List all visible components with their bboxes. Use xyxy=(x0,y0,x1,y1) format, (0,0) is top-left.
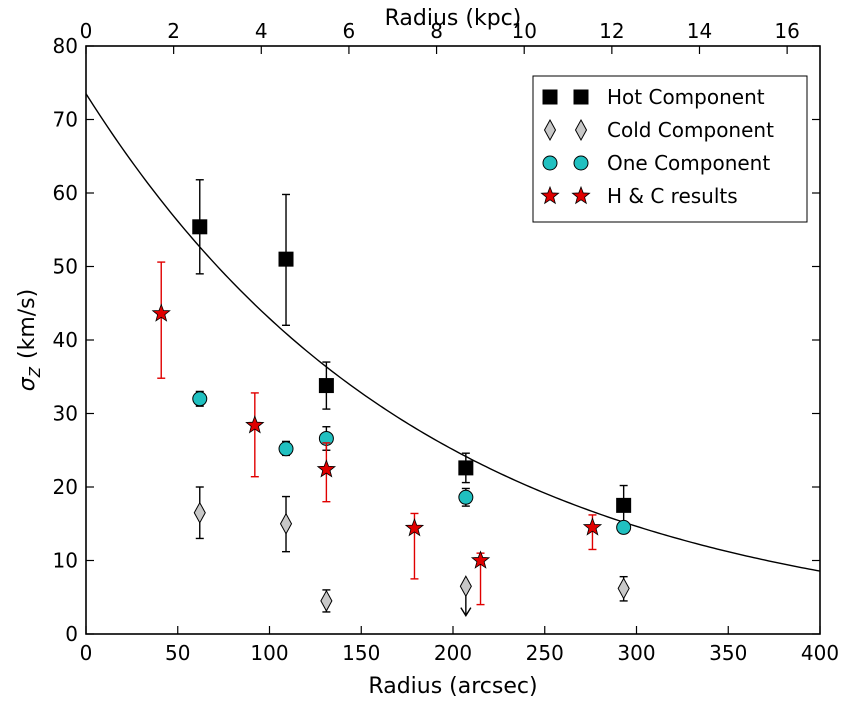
legend-marker xyxy=(542,155,558,171)
legend: Hot Component Cold Component One Component… xyxy=(532,75,808,223)
data-point xyxy=(192,219,208,235)
y-tick-label: 20 xyxy=(53,475,78,499)
data-points-layer xyxy=(151,179,632,617)
fit-curve xyxy=(86,93,820,572)
legend-marker xyxy=(574,118,588,142)
x-tick-label: 250 xyxy=(526,641,564,665)
x-tick-label: 150 xyxy=(342,641,380,665)
x-tick-label: 50 xyxy=(165,641,190,665)
y-axis-label: σZ (km/s) xyxy=(15,289,44,391)
x-tick-label: 200 xyxy=(434,641,472,665)
x-tick-label: 350 xyxy=(709,641,747,665)
y-tick-label: 50 xyxy=(53,255,78,279)
data-point xyxy=(470,550,491,569)
data-point xyxy=(278,441,294,457)
top-axis-tick-label: 10 xyxy=(511,19,536,43)
top-axis-tick-label: 4 xyxy=(255,19,268,43)
y-tick-label: 10 xyxy=(53,549,78,573)
top-axis-label: Radius (kpc) xyxy=(385,6,522,31)
data-point xyxy=(582,517,603,536)
legend-marker xyxy=(543,118,557,142)
data-point xyxy=(245,415,265,434)
legend-label: One Component xyxy=(607,151,770,175)
top-axis-tick-label: 14 xyxy=(687,19,712,43)
y-axis-label-symbol: σ xyxy=(15,376,40,391)
legend-label: H & C results xyxy=(607,184,738,208)
top-axis-tick-label: 6 xyxy=(343,19,356,43)
data-point xyxy=(316,459,337,478)
top-axis-tick-label: 8 xyxy=(430,19,443,43)
series-one-component xyxy=(192,390,632,535)
top-axis-tick-label: 2 xyxy=(167,19,180,43)
data-point xyxy=(459,575,472,598)
y-axis-label-subscript: Z xyxy=(26,366,44,378)
legend-marker xyxy=(573,89,589,105)
y-axis-label-unit: (km/s) xyxy=(15,289,40,359)
data-point xyxy=(193,501,206,524)
data-point xyxy=(616,519,632,535)
x-axis-label: Radius (arcsec) xyxy=(368,674,537,699)
data-point xyxy=(616,497,632,513)
x-tick-label: 300 xyxy=(617,641,655,665)
data-point xyxy=(617,577,630,600)
data-point xyxy=(320,589,333,612)
legend-marker xyxy=(571,185,591,205)
legend-marker xyxy=(542,89,558,105)
x-tick-label: 400 xyxy=(801,641,839,665)
y-tick-label: 60 xyxy=(53,181,78,205)
data-point xyxy=(151,303,171,322)
y-tick-label: 0 xyxy=(65,622,78,646)
legend-marker xyxy=(540,185,560,205)
legend-marker xyxy=(573,155,589,171)
data-point xyxy=(318,378,334,394)
upper-limit-arrow xyxy=(460,607,472,617)
top-axis-tick-label: 0 xyxy=(80,19,93,43)
series-h-c-results xyxy=(151,261,603,606)
x-tick-label: 0 xyxy=(80,641,93,665)
y-tick-label: 70 xyxy=(53,108,78,132)
data-point xyxy=(278,251,294,267)
data-point xyxy=(458,489,474,505)
series-hot-component xyxy=(192,179,632,526)
series-cold-component xyxy=(193,486,630,617)
y-tick-label: 80 xyxy=(53,34,78,58)
x-tick-label: 100 xyxy=(250,641,288,665)
data-point xyxy=(192,391,208,407)
axes-layer: 0 50 100 150 200 250 300 350 4000102030405060708… xyxy=(53,19,840,665)
data-point xyxy=(404,518,425,537)
top-axis-tick-label: 16 xyxy=(774,19,799,43)
legend-label: Hot Component xyxy=(607,85,765,109)
top-axis-tick-label: 12 xyxy=(599,19,624,43)
y-tick-label: 30 xyxy=(53,402,78,426)
y-tick-label: 40 xyxy=(53,328,78,352)
data-point xyxy=(279,512,293,535)
data-point xyxy=(458,460,474,476)
legend-label: Cold Component xyxy=(607,118,774,142)
fit-curve-layer xyxy=(86,93,820,572)
